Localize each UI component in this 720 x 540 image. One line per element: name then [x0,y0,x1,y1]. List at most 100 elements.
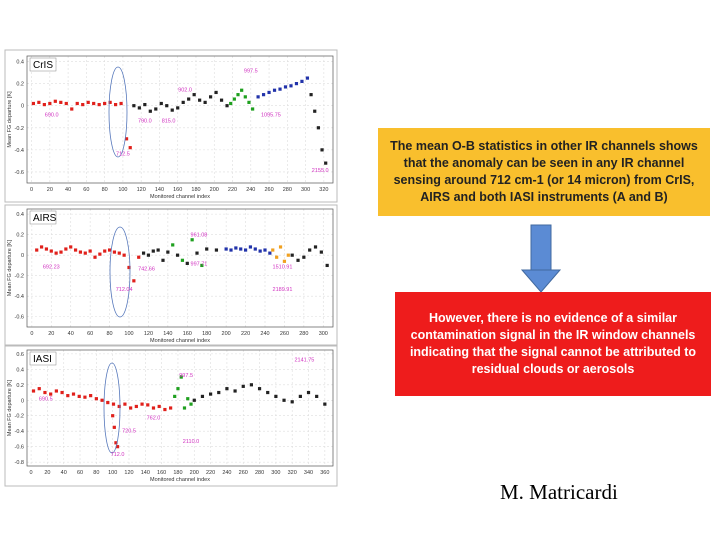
point [240,88,244,92]
point [251,107,255,111]
point [137,255,141,259]
point [71,392,76,396]
annotation: 720.5 [122,429,136,435]
chart: 0.4 0.2 0 -0.2 -0.4 -0.6 0 20 40 60 80 100 120 140 160… [4,204,338,346]
chart-title: IASI [33,354,52,365]
point [124,137,129,141]
point [127,265,131,270]
point [315,394,319,398]
point [248,245,253,249]
point [43,390,47,395]
point [107,248,112,252]
point [111,414,115,418]
x-tick-label: 100 [108,470,117,476]
warning-line: indicating that the signal cannot be att… [409,345,697,359]
y-tick-label: 0.2 [16,233,24,239]
x-axis-label: Monitored channel index [150,477,210,483]
x-tick-label: 20 [48,331,54,337]
x-axis-label: Monitored channel index [150,338,210,344]
point [170,108,174,112]
y-tick-label: 0 [21,398,24,404]
annotation: 712.04 [116,287,133,293]
point [198,98,202,102]
point [137,106,141,110]
point [283,85,288,89]
point [233,389,237,393]
point [275,255,279,259]
point [73,248,78,252]
point [97,102,101,107]
point [200,394,205,398]
point [37,100,41,104]
point [209,392,213,396]
title-box [29,351,57,366]
y-tick-label: 0 [21,253,24,259]
x-tick-label: 260 [280,331,289,337]
annotation: 692.23 [43,265,60,271]
x-tick-label: 260 [239,470,248,476]
point [37,387,41,391]
x-tick-label: 100 [124,331,133,337]
point [48,101,52,106]
annotation: 690.0 [45,113,59,119]
point [189,402,193,406]
point [141,251,146,255]
point [247,100,251,104]
point [103,249,107,253]
point [274,394,278,398]
point [180,258,185,262]
point [316,126,320,130]
annotation: 2110.0 [183,439,199,445]
x-tick-label: 140 [141,470,150,476]
y-axis-label: Mean FG departure [K] [7,239,13,296]
x-tick-label: 300 [271,470,280,476]
point [128,146,132,150]
point [83,251,87,255]
annotation: 2141.75 [294,358,314,364]
point [75,101,79,106]
x-tick-label: 0 [30,470,33,476]
x-tick-label: 120 [144,331,153,337]
x-tick-label: 200 [210,187,219,193]
point [69,245,73,249]
y-tick-label: -0.2 [15,274,24,280]
y-tick-label: -0.4 [15,294,24,300]
y-tick-label: -0.4 [15,429,24,435]
point [31,101,35,106]
chart: 0.4 0.2 0 -0.2 -0.4 -0.6 0 20 40 60 80 100 120 140 160… [4,49,338,203]
point [146,403,150,407]
point [195,251,199,255]
chart-frame [4,204,338,346]
annotation: 997.71 [191,261,208,267]
annotation: 742.66 [138,267,155,273]
point [166,250,170,254]
point [232,97,236,101]
y-tick-label: 0.2 [16,383,24,389]
x-tick-label: 140 [163,331,172,337]
point [59,100,63,104]
point [115,445,120,449]
point [263,248,267,252]
x-tick-label: 60 [83,187,89,193]
annotation: 690.5 [39,396,53,402]
y-tick-label: 0.6 [16,352,24,358]
x-tick-label: 0 [30,331,33,337]
point [54,389,58,393]
point [60,390,64,395]
point [161,258,165,262]
point [324,161,328,165]
point [185,261,189,265]
x-tick-label: 280 [255,470,264,476]
point [114,441,118,445]
point [92,101,96,106]
point [278,87,282,91]
arrow-shaft [530,224,552,271]
point [39,245,44,249]
point [148,109,152,113]
point [66,394,70,398]
point [234,246,238,250]
x-tick-label: 120 [124,470,133,476]
annotation: 1510.91 [273,265,293,271]
x-tick-label: 240 [246,187,255,193]
x-tick-label: 80 [107,331,113,337]
